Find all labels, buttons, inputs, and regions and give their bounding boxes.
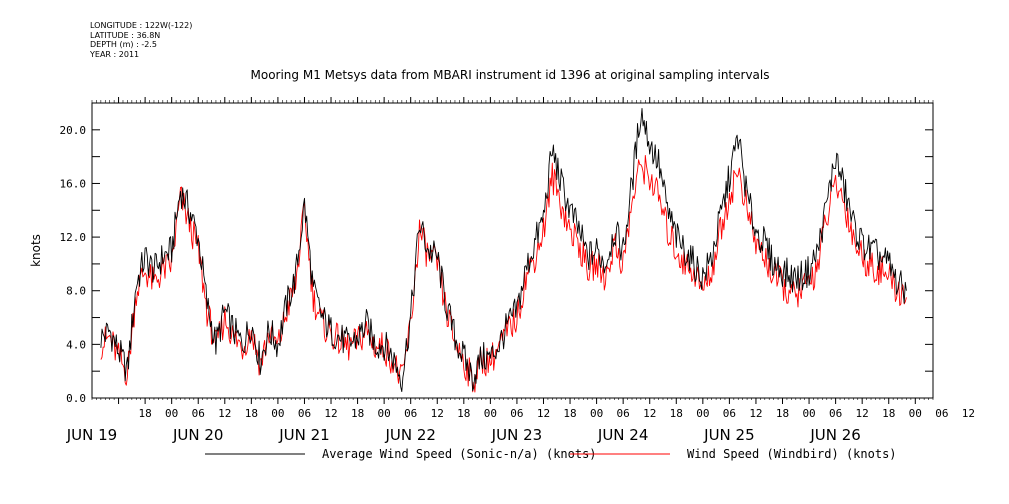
x-hour-tick-label: 12 [962, 407, 975, 420]
x-hour-tick-label: 06 [935, 407, 948, 420]
x-day-label: JUN 22 [384, 426, 435, 444]
x-day-label: JUN 19 [66, 426, 117, 444]
x-hour-tick-label: 18 [138, 407, 151, 420]
x-hour-tick-label: 00 [378, 407, 391, 420]
plot-frame [91, 102, 934, 399]
x-hour-tick-label: 00 [909, 407, 922, 420]
meta-year: YEAR : 2011 [90, 49, 140, 59]
meta-depth: DEPTH (m) : -2.5 [90, 40, 157, 49]
meta-latitude: LATITUDE : 36.8N [90, 30, 161, 40]
x-hour-tick-label: 06 [510, 407, 523, 420]
x-hour-tick-label: 00 [802, 407, 815, 420]
x-hour-tick-label: 12 [324, 407, 337, 420]
x-hour-tick-label: 12 [218, 407, 231, 420]
chart-title: Mooring M1 Metsys data from MBARI instru… [250, 68, 770, 82]
x-hour-tick-label: 06 [829, 407, 842, 420]
x-hour-tick-label: 12 [643, 407, 656, 420]
meta-longitude: LONGITUDE : 122W(-122) [90, 21, 193, 30]
x-day-label: JUN 24 [597, 426, 648, 444]
x-hour-tick-label: 06 [404, 407, 417, 420]
y-tick-label: 20.0 [60, 124, 87, 137]
y-tick-label: 4.0 [66, 338, 86, 351]
x-hour-tick-label: 06 [617, 407, 630, 420]
x-day-label: JUN 20 [172, 426, 223, 444]
x-hour-tick-label: 00 [484, 407, 497, 420]
series-line-sonic [100, 108, 907, 393]
x-hour-tick-label: 06 [192, 407, 205, 420]
legend-label-windbird: Wind Speed (Windbird) (knots) [687, 447, 897, 461]
x-hour-tick-label: 18 [776, 407, 789, 420]
y-tick-label: 8.0 [66, 285, 86, 298]
x-day-label: JUN 23 [491, 426, 542, 444]
y-axis-label: knots [29, 234, 43, 267]
x-hour-tick-label: 00 [696, 407, 709, 420]
y-tick-label: 12.0 [60, 231, 87, 244]
x-hour-tick-label: 06 [723, 407, 736, 420]
x-day-label: JUN 21 [278, 426, 329, 444]
x-hour-tick-label: 00 [271, 407, 284, 420]
metadata-block: LONGITUDE : 122W(-122) LATITUDE : 36.8N … [90, 21, 192, 59]
x-hour-tick-label: 18 [670, 407, 683, 420]
y-tick-label: 0.0 [66, 392, 86, 405]
x-day-label: JUN 25 [703, 426, 754, 444]
x-hour-tick-label: 00 [165, 407, 178, 420]
x-hour-tick-label: 18 [563, 407, 576, 420]
x-hour-tick-label: 12 [749, 407, 762, 420]
x-day-label: JUN 26 [809, 426, 860, 444]
legend-label-sonic: Average Wind Speed (Sonic-n/a) (knots) [322, 447, 597, 461]
x-hour-tick-label: 12 [431, 407, 444, 420]
x-hour-tick-label: 12 [856, 407, 869, 420]
x-hour-tick-label: 06 [298, 407, 311, 420]
x-hour-tick-label: 12 [537, 407, 550, 420]
x-hour-tick-label: 18 [882, 407, 895, 420]
x-hour-tick-label: 18 [457, 407, 470, 420]
y-tick-label: 16.0 [60, 177, 87, 190]
x-hour-tick-label: 18 [351, 407, 364, 420]
x-hour-tick-label: 18 [245, 407, 258, 420]
x-hour-tick-label: 00 [590, 407, 603, 420]
